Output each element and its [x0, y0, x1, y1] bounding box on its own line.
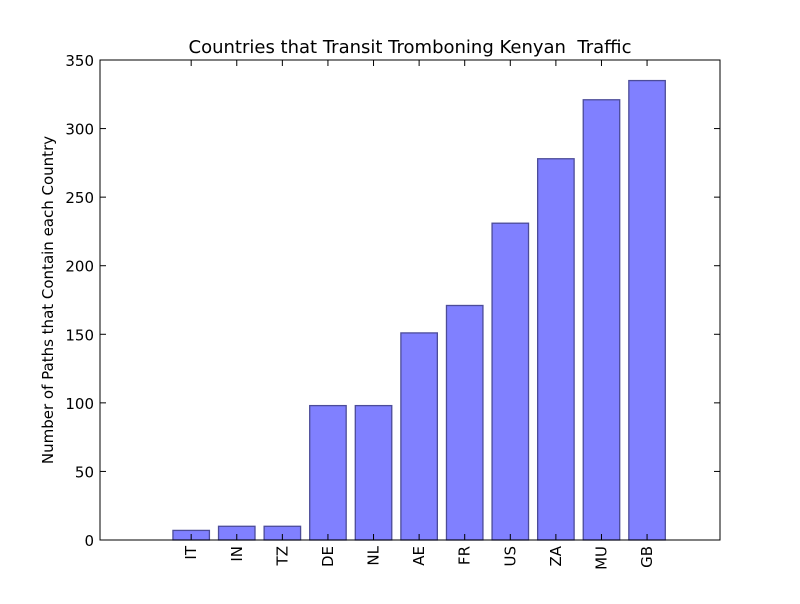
bar-ae	[400, 332, 439, 541]
plot-frame	[99, 59, 721, 541]
y-tick-label: 100	[65, 395, 94, 413]
bars-layer	[172, 79, 666, 541]
x-tick-label-nl: NL	[365, 545, 383, 565]
bar-fr	[445, 304, 484, 541]
x-tick-label-de: DE	[319, 546, 337, 567]
y-axis-label: Number of Paths that Contain each Countr…	[39, 136, 57, 464]
x-tick-label-in: IN	[228, 546, 246, 562]
bar-de	[309, 404, 347, 541]
bar-us	[491, 222, 530, 541]
bar-gb	[628, 79, 666, 541]
x-tick-label-za: ZA	[547, 545, 565, 566]
x-tick-label-tz: TZ	[273, 546, 291, 566]
bar-za	[536, 158, 575, 541]
x-tick-label-us: US	[501, 546, 519, 567]
y-tick-label: 150	[65, 326, 94, 344]
bar-nl	[354, 404, 393, 541]
ticks-layer: 0 50 100 150 200 250 300 350 IT IN TZ DE NL AE FR US ZA M…	[65, 52, 720, 570]
x-tick-label-ae: AE	[410, 546, 428, 566]
y-tick-label: 200	[65, 258, 94, 276]
x-tick-label-gb: GB	[638, 546, 656, 568]
y-tick-label: 350	[65, 52, 94, 70]
x-tick-label-mu: MU	[592, 546, 610, 570]
x-tick-label-it: IT	[182, 545, 200, 559]
y-tick-label: 300	[65, 121, 94, 139]
bar-mu	[582, 99, 621, 541]
x-tick-label-fr: FR	[456, 546, 474, 565]
chart-title: Countries that Transit Tromboning Kenyan…	[189, 37, 632, 58]
y-tick-label: 0	[84, 532, 94, 550]
y-tick-label: 250	[65, 189, 94, 207]
y-tick-label: 50	[75, 463, 94, 481]
